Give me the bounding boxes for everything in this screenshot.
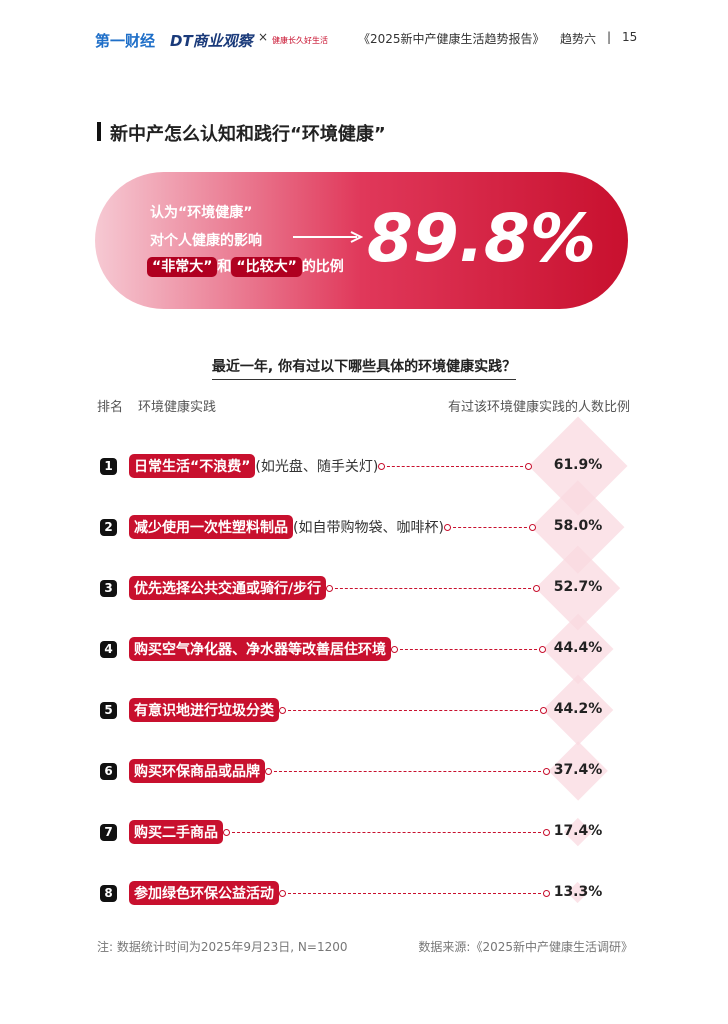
highlight: “比较大”: [231, 257, 302, 277]
banner-text: 对个人健康的影响: [150, 233, 262, 249]
page-number: 15: [622, 30, 638, 44]
list-row: 6 购买环保商品或品牌: [100, 758, 578, 784]
rank-badge: 5: [100, 701, 117, 719]
practice-note: (如自带购物袋、咖啡杯): [293, 520, 444, 536]
ratio-label: 52.7%: [553, 579, 603, 595]
ratio-label: 13.3%: [553, 884, 603, 900]
question-wrap: 最近一年, 你有过以下哪些具体的环境健康实践？: [0, 356, 728, 380]
banner: 认为“环境健康” 对个人健康的影响 “非常大” 和 “比较大” 的比例 89.8%: [95, 172, 628, 309]
banner-text: 的比例: [301, 259, 344, 275]
big-stat: 89.8%: [367, 200, 596, 277]
practice-label: 参加绿色环保公益活动: [129, 881, 279, 905]
rank-badge: 6: [100, 762, 117, 780]
ratio-label: 37.4%: [553, 762, 603, 778]
leader-line: [378, 462, 533, 470]
leader-line: [443, 523, 536, 531]
column-header: 环境健康实践: [138, 400, 217, 415]
ratio-label: 61.9%: [553, 457, 603, 473]
list-row: 5 有意识地进行垃圾分类: [100, 697, 578, 723]
ratio-label: 44.2%: [553, 701, 603, 717]
list-row: 8 参加绿色环保公益活动: [100, 880, 578, 906]
list-row: 2 减少使用一次性塑料制品 (如自带购物袋、咖啡杯): [100, 514, 578, 540]
list-row: 1 日常生活“不浪费” (如光盘、随手关灯): [100, 453, 578, 479]
practice-note: (如光盘、随手关灯): [255, 459, 379, 475]
highlight: “非常大”: [147, 257, 218, 277]
practice-label: 日常生活“不浪费”: [129, 454, 256, 478]
leader-line: [279, 706, 547, 714]
rank-badge: 4: [100, 640, 117, 658]
column-header: 排名: [97, 400, 124, 415]
list-row: 3 优先选择公共交通或骑行/步行: [100, 575, 578, 601]
brand-logo: 健康长久好生活: [272, 36, 328, 45]
ratio-label: 17.4%: [553, 823, 603, 839]
banner-text: “非常大” 和 “比较大” 的比例: [147, 256, 344, 277]
banner-text: 和: [217, 259, 232, 275]
ratio-label: 58.0%: [553, 518, 603, 534]
rank-badge: 1: [100, 457, 117, 475]
divider: |: [607, 30, 612, 44]
practice-label: 有意识地进行垃圾分类: [129, 698, 279, 722]
source: 数据来源:《2025新中产健康生活调研》: [418, 940, 633, 954]
banner-text: 认为“环境健康”: [150, 205, 253, 221]
leader-line: [390, 645, 547, 653]
leader-line: [265, 767, 550, 775]
practice-label: 购买空气净化器、净水器等改善居住环境: [129, 637, 391, 661]
leader-line: [223, 828, 550, 836]
title-bar: [97, 122, 101, 141]
report-title: 《2025新中产健康生活趋势报告》: [358, 32, 545, 46]
practice-label: 优先选择公共交通或骑行/步行: [129, 576, 327, 600]
cross: ×: [258, 30, 269, 44]
list-row: 7 购买二手商品: [100, 819, 578, 845]
practice-label: 购买环保商品或品牌: [129, 759, 265, 783]
rank-badge: 2: [100, 518, 117, 536]
brand-logo: 第一财经: [95, 32, 156, 50]
ratio-label: 44.4%: [553, 640, 603, 656]
section: 趋势六: [560, 32, 597, 46]
practice-label: 购买二手商品: [129, 820, 223, 844]
section-title: 新中产怎么认知和践行“环境健康”: [110, 124, 386, 145]
leader-line: [279, 889, 550, 897]
column-header: 有过该环境健康实践的人数比例: [447, 400, 630, 415]
practice-label: 减少使用一次性塑料制品: [129, 515, 293, 539]
rank-badge: 3: [100, 579, 117, 597]
arrow: [293, 231, 363, 243]
list-row: 4 购买空气净化器、净水器等改善居住环境: [100, 636, 578, 662]
question: 最近一年, 你有过以下哪些具体的环境健康实践？: [211, 359, 517, 380]
rank-badge: 7: [100, 823, 117, 841]
footnote: 注: 数据统计时间为2025年9月23日, N=1200: [97, 940, 348, 954]
brand-logo: DT商业观察: [170, 32, 253, 50]
rank-badge: 8: [100, 884, 117, 902]
leader-line: [326, 584, 540, 592]
